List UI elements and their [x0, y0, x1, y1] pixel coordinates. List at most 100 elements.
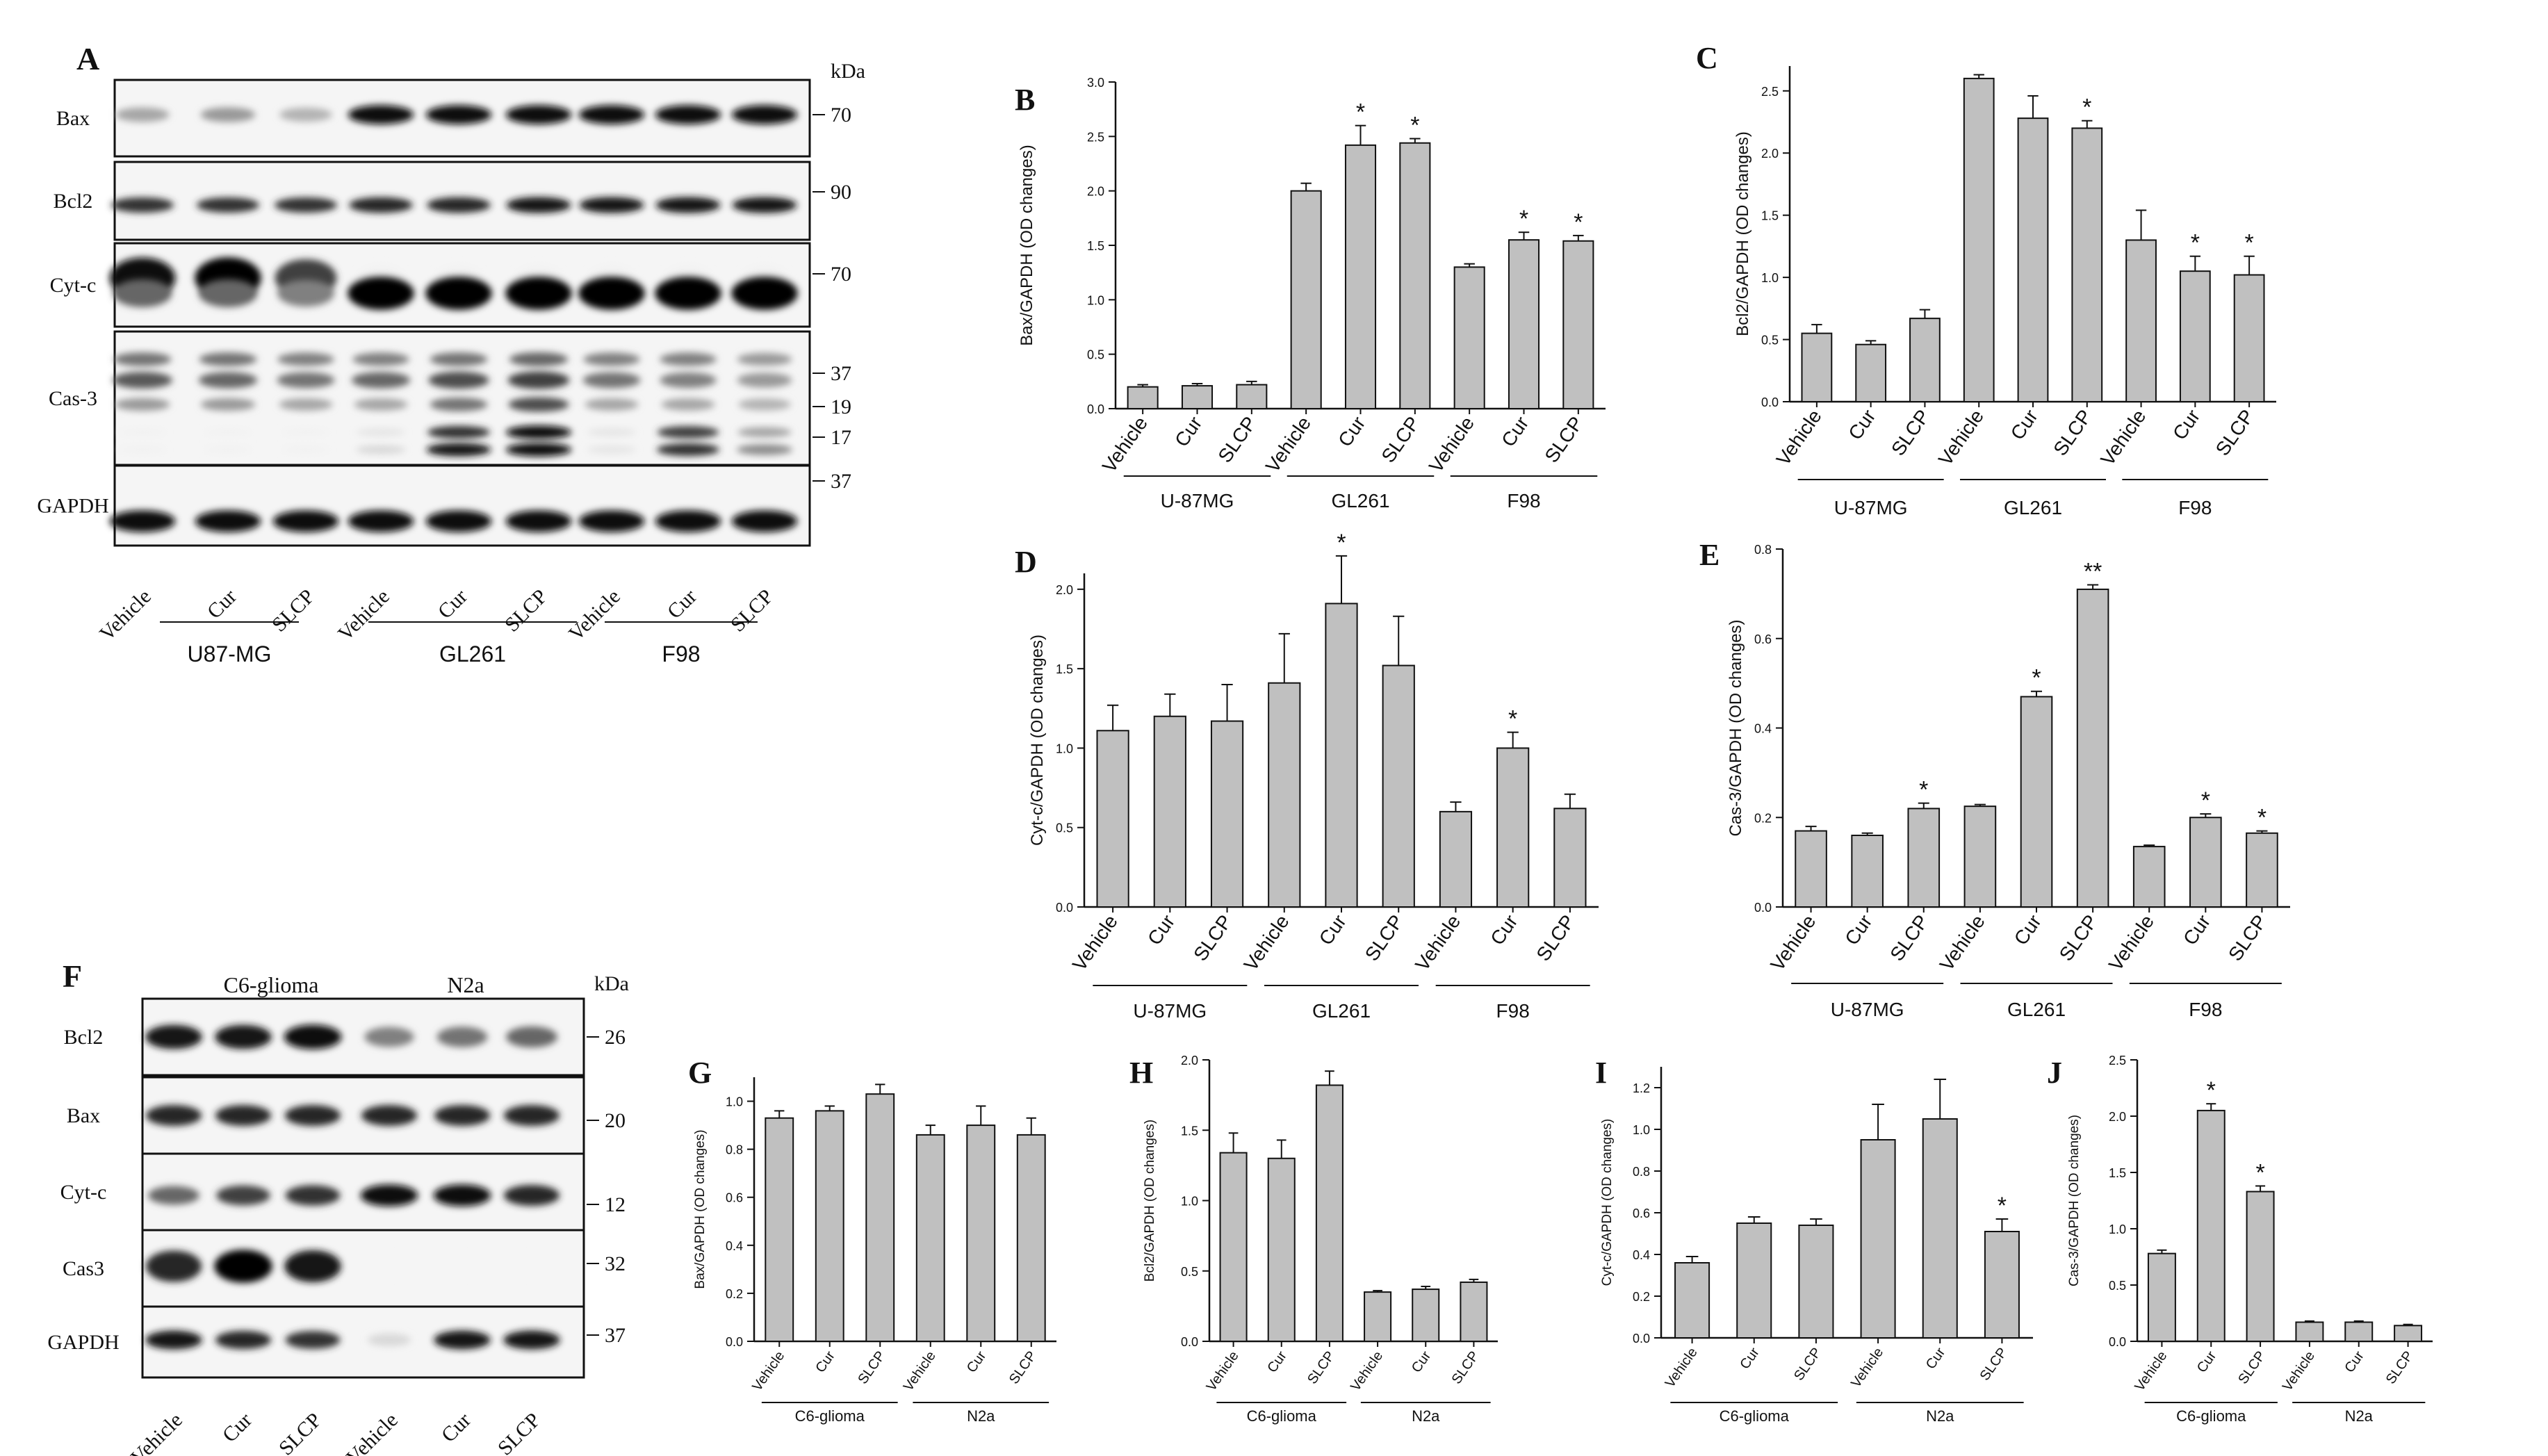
blot-band	[215, 1024, 272, 1049]
group-label: C6-glioma	[1247, 1407, 1317, 1425]
bar	[2295, 1321, 2324, 1342]
blot-band	[436, 1026, 488, 1047]
y-axis-label: Cyt-c/GAPDH (OD changes)	[1600, 1119, 1615, 1286]
y-tick-label: 0.0	[1754, 901, 1772, 915]
blot-band	[503, 1104, 560, 1127]
blot-band	[578, 105, 645, 124]
blot-band	[427, 197, 491, 213]
y-tick-label: 2.0	[2109, 1110, 2126, 1124]
bar	[2233, 274, 2265, 402]
y-tick-label: 0.5	[1056, 821, 1073, 835]
blot-band	[655, 197, 721, 213]
blot-band	[111, 197, 174, 213]
y-tick-label: 0.0	[2109, 1335, 2126, 1349]
lane-label: Vehicle	[334, 585, 394, 646]
blot-row-label: Cyt-c	[60, 1181, 107, 1204]
significance-mark: *	[1356, 99, 1365, 126]
blot-band	[656, 443, 720, 457]
y-tick-label: 1.0	[1761, 271, 1779, 285]
bar	[815, 1110, 844, 1342]
blot-band	[427, 425, 491, 439]
blot-band	[109, 510, 176, 532]
x-tick-label: Vehicle	[2280, 1348, 2318, 1393]
bar	[1736, 1222, 1772, 1339]
blot-band	[274, 197, 338, 213]
blot-band	[356, 427, 406, 437]
bar	[1860, 1139, 1896, 1339]
blot-band	[587, 445, 637, 455]
panel-letter: H	[1129, 1056, 1153, 1090]
blot-band	[285, 1331, 341, 1349]
y-tick-label: 1.0	[1056, 742, 1073, 755]
y-tick-label: 2.5	[2109, 1054, 2126, 1068]
x-tick-label: Cur	[1170, 413, 1206, 451]
bar	[966, 1124, 996, 1343]
y-tick-label: 0.6	[726, 1191, 743, 1205]
x-tick-label: Cur	[1737, 1345, 1763, 1372]
y-tick-label: 2.0	[1087, 185, 1104, 199]
blot-band	[425, 277, 492, 310]
blot-row-label: GAPDH	[37, 495, 108, 518]
x-tick-label: Cur	[1486, 911, 1521, 949]
group-label: F98	[1507, 490, 1540, 512]
kda-mark: 20	[605, 1109, 626, 1132]
lane-label: SLCP	[726, 585, 778, 637]
x-tick-label: Cur	[1840, 911, 1876, 949]
group-label: U-87MG	[1133, 1000, 1207, 1022]
panel-letter: F	[63, 958, 82, 994]
bar	[1344, 144, 1377, 409]
blot-band	[426, 443, 491, 457]
y-tick-label: 0.2	[1754, 811, 1772, 825]
x-tick-label: Cur	[964, 1348, 990, 1375]
bar	[1236, 384, 1268, 409]
blot-band	[115, 398, 170, 411]
blot-band	[731, 277, 798, 310]
y-tick-label: 1.5	[1181, 1124, 1198, 1138]
blot-row-label: Cas3	[63, 1257, 104, 1280]
bar	[2394, 1325, 2423, 1342]
blot-strip: GAPDH	[47, 1305, 585, 1379]
significance-mark: *	[1508, 706, 1517, 733]
blot-band	[660, 352, 717, 366]
blot-strip: Cyt-c	[60, 1152, 585, 1232]
significance-mark: *	[1998, 1193, 2007, 1219]
blot-band	[198, 279, 258, 308]
group-label: U-87MG	[1161, 490, 1234, 512]
bar	[2076, 588, 2109, 908]
bar	[2179, 270, 2211, 402]
blot-band	[272, 510, 339, 532]
x-tick-label: Cur	[2169, 406, 2204, 444]
y-tick-label: 0.6	[1754, 632, 1772, 646]
bar	[1798, 1225, 1834, 1339]
blot-band	[738, 398, 791, 411]
x-tick-label: Cur	[1409, 1348, 1435, 1375]
group-label: GL261	[439, 641, 506, 666]
lane-label: Vehicle	[126, 1409, 187, 1456]
bar	[1181, 385, 1214, 409]
bar	[1553, 808, 1587, 908]
panel-letter: J	[2047, 1056, 2062, 1090]
blot-band	[660, 372, 717, 388]
x-tick-label: SLCP	[2212, 406, 2258, 460]
bar	[1562, 240, 1594, 409]
bar	[915, 1134, 945, 1342]
kda-mark: 12	[605, 1193, 626, 1216]
group-label: N2a	[967, 1407, 995, 1425]
bar	[1096, 730, 1129, 908]
x-tick-label: SLCP	[1449, 1348, 1483, 1387]
x-tick-label: SLCP	[1189, 911, 1236, 965]
x-tick-label: Vehicle	[2132, 1348, 2170, 1393]
bar	[1399, 142, 1431, 409]
blot-band	[507, 371, 570, 389]
bar	[2189, 817, 2222, 908]
blot-row-label: Bax	[56, 107, 90, 130]
bar	[1290, 190, 1322, 409]
x-tick-label: Cur	[1264, 1348, 1290, 1375]
significance-mark: *	[1519, 206, 1528, 232]
blot-band	[356, 445, 406, 455]
blot-band	[277, 372, 335, 388]
blot-band	[425, 105, 492, 124]
x-tick-label: SLCP	[2049, 406, 2096, 460]
